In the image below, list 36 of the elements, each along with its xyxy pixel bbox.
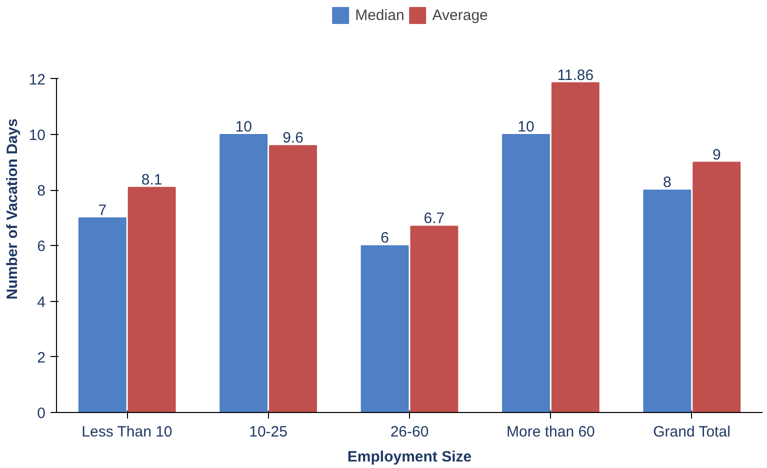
- x-tick-label: Grand Total: [653, 424, 730, 440]
- x-tick-label: Less Than 10: [82, 424, 172, 440]
- data-label: 10: [518, 118, 534, 136]
- x-tick-label: More than 60: [506, 424, 595, 440]
- x-tick-label: 10-25: [249, 424, 288, 440]
- y-tick-label: 2: [37, 349, 46, 366]
- legend-label: Average: [432, 6, 488, 24]
- y-tick-label: 6: [37, 238, 46, 256]
- bar: [128, 186, 176, 412]
- legend-label: Median: [355, 6, 404, 24]
- data-label: 8: [663, 174, 672, 192]
- data-label: 8.1: [141, 171, 162, 188]
- bar: [551, 82, 600, 412]
- data-label: 11.86: [557, 66, 594, 84]
- x-tick-label: 26-60: [390, 424, 429, 440]
- data-label: 6: [380, 230, 389, 247]
- bar: [269, 145, 317, 412]
- y-tick-label: 0: [37, 405, 46, 422]
- bar: [410, 226, 458, 412]
- data-label: 10: [235, 118, 252, 136]
- data-label: 9.6: [282, 130, 304, 147]
- data-label: 9: [712, 146, 721, 164]
- bar: [502, 134, 550, 412]
- y-tick-label: 8: [37, 182, 46, 200]
- x-axis-title: Employment Size: [347, 448, 472, 466]
- data-label: 6.7: [424, 210, 445, 228]
- data-label: 7: [98, 202, 107, 219]
- y-axis-title: Number of Vacation Days: [4, 118, 21, 300]
- bar: [360, 245, 409, 412]
- y-tick-label: 4: [37, 294, 46, 311]
- y-tick-label: 10: [28, 126, 46, 144]
- bar: [692, 162, 741, 412]
- y-tick-label: 12: [28, 71, 46, 88]
- bar: [643, 190, 692, 412]
- bar: [78, 217, 126, 412]
- bar: [220, 134, 268, 412]
